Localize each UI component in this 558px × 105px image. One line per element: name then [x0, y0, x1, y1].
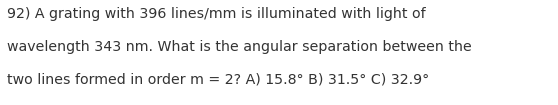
Text: wavelength 343 nm. What is the angular separation between the: wavelength 343 nm. What is the angular s… — [7, 40, 472, 54]
Text: 92) A grating with 396 lines/mm is illuminated with light of: 92) A grating with 396 lines/mm is illum… — [7, 7, 425, 21]
Text: two lines formed in order m = 2? A) 15.8° B) 31.5° C) 32.9°: two lines formed in order m = 2? A) 15.8… — [7, 72, 429, 86]
